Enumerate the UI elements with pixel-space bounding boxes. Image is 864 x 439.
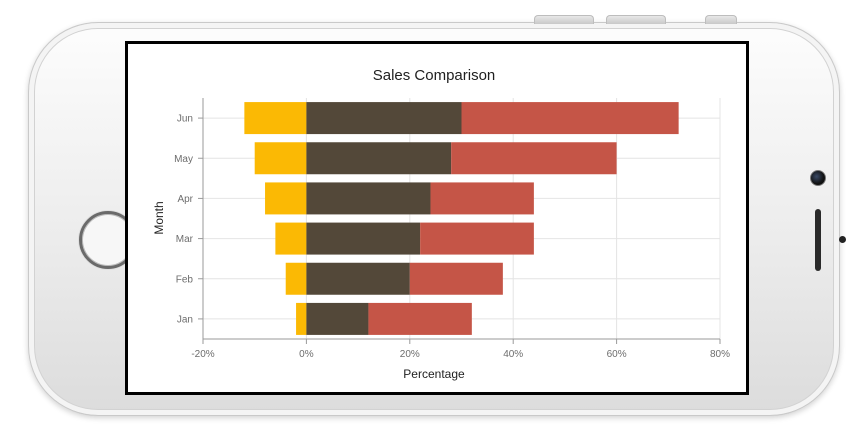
bar-jun-series-2	[306, 102, 462, 135]
x-tick-label: 60%	[607, 349, 627, 360]
bar-mar-series-3	[420, 222, 534, 255]
y-tick-label: Jan	[177, 314, 193, 325]
x-tick-label: 80%	[710, 349, 730, 360]
bar-jan-series-1	[296, 302, 307, 335]
bar-feb-series-2	[306, 262, 410, 295]
y-tick-label: Apr	[177, 194, 193, 205]
bars	[244, 102, 679, 335]
x-tick-label: 40%	[503, 349, 523, 360]
bar-apr-series-2	[306, 182, 431, 215]
sales-comparison-chart: Sales Comparison -20% 0% 20% 40% 60% 80% Jan Fe…	[152, 67, 730, 381]
chart-title: Sales Comparison	[373, 67, 496, 84]
phone-screen: Sales Comparison -20% 0% 20% 40% 60% 80% Jan Fe…	[125, 41, 749, 395]
bar-apr-series-1	[265, 182, 307, 215]
front-camera-icon	[810, 170, 826, 186]
x-tick-label: 20%	[400, 349, 420, 360]
bar-jun-series-1	[244, 102, 307, 135]
volume-up-button[interactable]	[534, 15, 594, 24]
y-tick-label: Feb	[176, 274, 194, 285]
bar-jan-series-3	[368, 302, 472, 335]
grid-lines	[203, 98, 721, 339]
bar-may-series-1	[254, 142, 307, 175]
bar-mar-series-2	[306, 222, 421, 255]
bar-feb-series-3	[409, 262, 503, 295]
x-tick-label: -20%	[191, 349, 214, 360]
bar-feb-series-1	[285, 262, 307, 295]
y-axis-label: Month	[152, 201, 166, 234]
proximity-sensor	[839, 236, 846, 243]
bar-mar-series-1	[275, 222, 307, 255]
bar-apr-series-3	[430, 182, 534, 215]
bar-jun-series-3	[461, 102, 679, 135]
y-tick-label: Mar	[176, 234, 194, 245]
mute-switch[interactable]	[705, 15, 737, 24]
bar-may-series-3	[451, 142, 617, 175]
bar-may-series-2	[306, 142, 452, 175]
x-axis-label: Percentage	[403, 367, 465, 381]
speaker-grille	[815, 209, 821, 271]
y-tick-label: May	[174, 154, 193, 165]
y-tick-label: Jun	[177, 114, 193, 125]
bar-jan-series-2	[306, 302, 369, 335]
axes: -20% 0% 20% 40% 60% 80% Jan Feb Mar Apr May Jun	[174, 98, 730, 360]
volume-down-button[interactable]	[606, 15, 666, 24]
x-tick-label: 0%	[299, 349, 314, 360]
